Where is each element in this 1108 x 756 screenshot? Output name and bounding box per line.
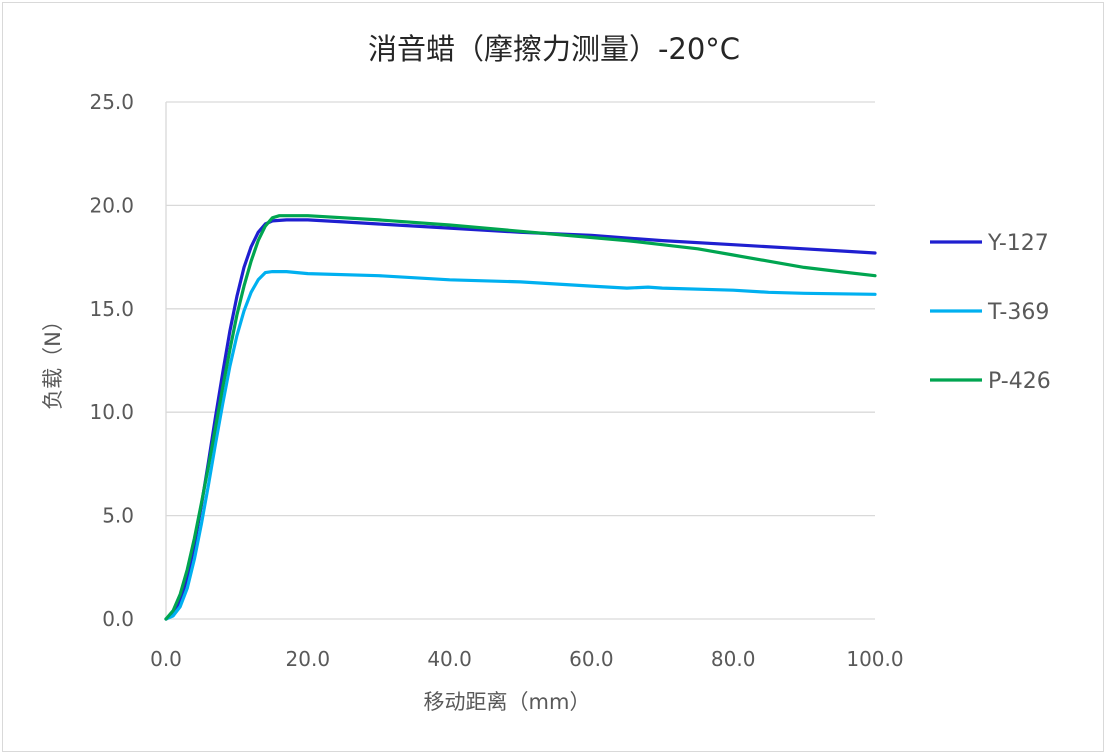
legend-label: T-369 [987,300,1049,325]
y-tick-label: 25.0 [89,90,134,114]
series-line-p-426 [164,214,877,621]
tick-labels: 0.0 5.0 10.0 15.0 20.0 25.0 0.0 20.0 40.0 60.0 80.… [89,90,903,671]
series-line-y-127 [164,218,877,621]
y-axis-label: 负载（N） [41,310,65,410]
x-tick-label: 0.0 [150,647,182,671]
chart-title: 消音蜡（摩擦力测量）-20°C [367,32,741,66]
x-tick-label: 60.0 [569,647,614,671]
x-axis-label: 移动距离（mm） [424,690,591,714]
y-tick-label: 10.0 [89,400,134,424]
y-tick-label: 20.0 [89,193,134,217]
gridlines [165,101,875,620]
x-tick-label: 20.0 [286,647,331,671]
y-tick-label: 15.0 [89,297,134,321]
y-tick-label: 5.0 [102,504,134,528]
legend-label: Y-127 [987,231,1049,256]
series-line-t-369 [164,270,877,621]
legend: Y-127 T-369 P-426 [930,231,1051,394]
x-tick-label: 100.0 [846,647,903,671]
x-tick-label: 40.0 [427,647,472,671]
y-tick-label: 0.0 [102,607,134,631]
legend-label: P-426 [988,369,1051,394]
x-tick-label: 80.0 [711,647,756,671]
series-lines [164,214,877,621]
